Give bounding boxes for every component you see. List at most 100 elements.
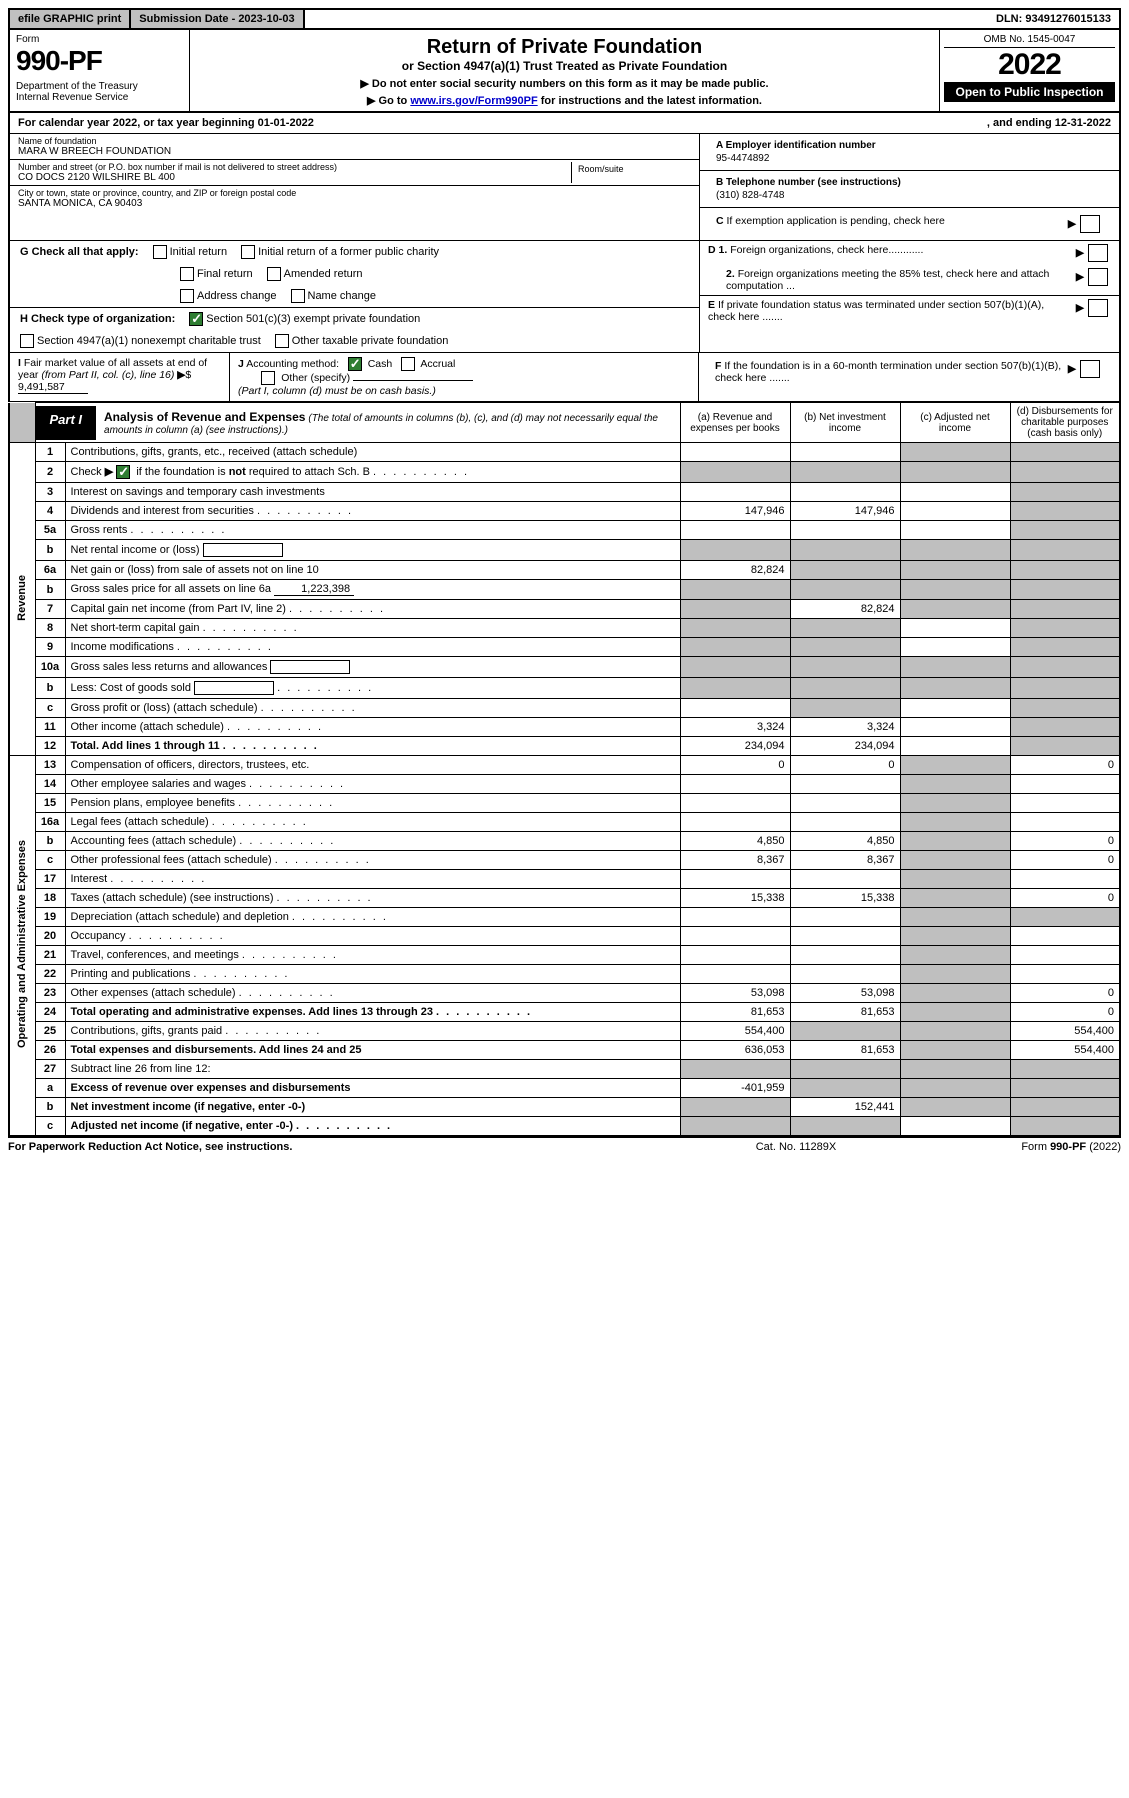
g-amended-return[interactable] (267, 267, 281, 281)
cell-value: 82,824 (790, 600, 900, 619)
h-501c3[interactable] (189, 312, 203, 326)
cell-value (790, 521, 900, 540)
line-desc: Depreciation (attach schedule) and deple… (65, 908, 680, 927)
name-label: Name of foundation (18, 136, 691, 146)
cell-value: 147,946 (680, 502, 790, 521)
table-row: 23 Other expenses (attach schedule) 53,0… (9, 984, 1120, 1003)
table-row: 16a Legal fees (attach schedule) (9, 813, 1120, 832)
cell-value: 0 (1010, 1003, 1120, 1022)
g-initial-former[interactable] (241, 245, 255, 259)
d1-checkbox[interactable] (1088, 244, 1108, 262)
note-2-post: for instructions and the latest informat… (538, 95, 762, 107)
cell-grey (900, 946, 1010, 965)
cell-value: 15,338 (680, 889, 790, 908)
tax-year: 2022 (944, 48, 1115, 82)
cell-grey (1010, 540, 1120, 561)
line-number: c (35, 851, 65, 870)
cell-grey (790, 462, 900, 483)
line-desc: Gross sales less returns and allowances (65, 657, 680, 678)
instructions-link[interactable]: www.irs.gov/Form990PF (410, 95, 537, 107)
f-checkbox[interactable] (1080, 360, 1100, 378)
cell-grey (680, 1060, 790, 1079)
line-desc: Less: Cost of goods sold (65, 678, 680, 699)
cell-grey (1010, 908, 1120, 927)
header-left: Form 990-PF Department of the TreasuryIn… (10, 30, 190, 111)
cell-value: 147,946 (790, 502, 900, 521)
h-other-taxable[interactable] (275, 334, 289, 348)
line-desc: Printing and publications (65, 965, 680, 984)
line-desc: Total expenses and disbursements. Add li… (65, 1041, 680, 1060)
part1-label: Part I (36, 406, 97, 440)
cell-value (790, 946, 900, 965)
cell-grey (1010, 502, 1120, 521)
cell-grey (790, 638, 900, 657)
cell-grey (1010, 1060, 1120, 1079)
j-accrual[interactable] (401, 357, 415, 371)
line-desc: Dividends and interest from securities (65, 502, 680, 521)
cell-value (900, 619, 1010, 638)
cell-value: 3,324 (680, 718, 790, 737)
header-mid: Return of Private Foundation or Section … (190, 30, 939, 111)
cell-grey (680, 678, 790, 699)
cell-value: 554,400 (1010, 1022, 1120, 1041)
dln: DLN: 93491276015133 (988, 10, 1119, 28)
line-desc: Travel, conferences, and meetings (65, 946, 680, 965)
cell-value: 0 (1010, 851, 1120, 870)
g-name-change[interactable] (291, 289, 305, 303)
g-address-change[interactable] (180, 289, 194, 303)
cell-value (1010, 946, 1120, 965)
line-desc: Check ▶ if the foundation is not require… (65, 462, 680, 483)
efile-print-button[interactable]: efile GRAPHIC print (10, 10, 131, 28)
j-cash[interactable] (348, 357, 362, 371)
cell-grey (900, 794, 1010, 813)
line-number: 9 (35, 638, 65, 657)
g-initial-return[interactable] (153, 245, 167, 259)
cell-grey (790, 1079, 900, 1098)
line-number: 7 (35, 600, 65, 619)
cell-grey (680, 462, 790, 483)
e-checkbox[interactable] (1088, 299, 1108, 317)
cell-grey (900, 561, 1010, 580)
cell-grey (680, 619, 790, 638)
table-row: c Adjusted net income (if negative, ente… (9, 1117, 1120, 1137)
cell-value (790, 965, 900, 984)
schb-checkbox[interactable] (116, 465, 130, 479)
line-desc: Total operating and administrative expen… (65, 1003, 680, 1022)
cell-value: 15,338 (790, 889, 900, 908)
cell-grey (900, 1041, 1010, 1060)
table-row: b Gross sales price for all assets on li… (9, 580, 1120, 600)
cell-value: 4,850 (680, 832, 790, 851)
cell-value: 8,367 (680, 851, 790, 870)
entity-block: Name of foundation MARA W BREECH FOUNDAT… (8, 134, 1121, 241)
table-row: c Other professional fees (attach schedu… (9, 851, 1120, 870)
c-checkbox[interactable] (1080, 215, 1100, 233)
table-row: 8 Net short-term capital gain (9, 619, 1120, 638)
cell-value (900, 737, 1010, 756)
j-other[interactable] (261, 371, 275, 385)
cell-value: 554,400 (680, 1022, 790, 1041)
table-row: Revenue 1 Contributions, gifts, grants, … (9, 443, 1120, 462)
line-desc: Net investment income (if negative, ente… (65, 1098, 680, 1117)
footer-left: For Paperwork Reduction Act Notice, see … (8, 1141, 671, 1153)
i-block: I Fair market value of all assets at end… (10, 353, 230, 401)
cell-value: 3,324 (790, 718, 900, 737)
line-number: 11 (35, 718, 65, 737)
g-final-return[interactable] (180, 267, 194, 281)
cell-grey (1010, 638, 1120, 657)
line-desc: Legal fees (attach schedule) (65, 813, 680, 832)
cell-grey (680, 1117, 790, 1137)
cell-grey (1010, 737, 1120, 756)
line-desc: Income modifications (65, 638, 680, 657)
table-row: 19 Depreciation (attach schedule) and de… (9, 908, 1120, 927)
table-row: 11 Other income (attach schedule) 3,3243… (9, 718, 1120, 737)
line-number: b (35, 832, 65, 851)
h-4947[interactable] (20, 334, 34, 348)
cell-value (790, 908, 900, 927)
d2-checkbox[interactable] (1088, 268, 1108, 286)
line-desc: Interest on savings and temporary cash i… (65, 483, 680, 502)
cell-grey (1010, 561, 1120, 580)
cell-value: 0 (1010, 832, 1120, 851)
cell-grey (900, 1098, 1010, 1117)
cell-grey (900, 851, 1010, 870)
line-desc: Gross profit or (loss) (attach schedule) (65, 699, 680, 718)
